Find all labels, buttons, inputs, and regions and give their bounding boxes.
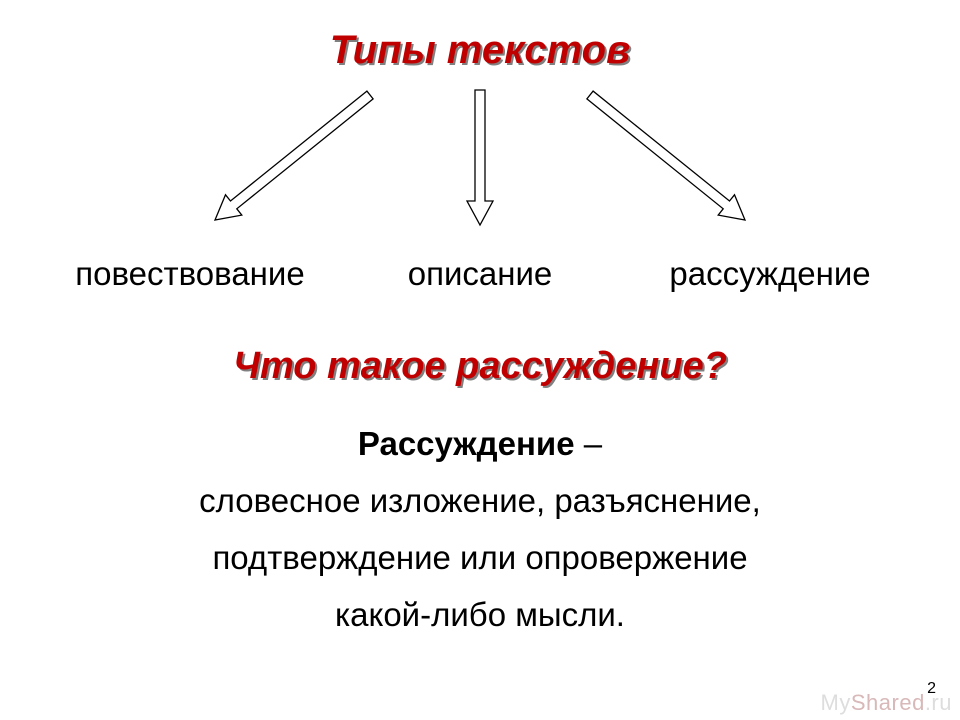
definition-dash: –: [575, 425, 603, 462]
slide: Типы текстов Типы текстов повествование …: [0, 0, 960, 720]
definition-line-2: подтверждение или опровержение: [0, 539, 960, 577]
definition-term: Рассуждение: [358, 425, 575, 462]
definition-term-line: Рассуждение –: [0, 425, 960, 463]
watermark-part-3: .ru: [925, 690, 952, 715]
title-question: Что такое рассуждение?: [0, 345, 960, 388]
category-2: описание: [320, 255, 640, 293]
definition-line-3: какой-либо мысли.: [0, 596, 960, 634]
category-1: повествование: [30, 255, 350, 293]
watermark-part-2: Shared: [851, 690, 925, 715]
definition-line-1: словесное изложение, разъяснение,: [0, 482, 960, 520]
category-3: рассуждение: [610, 255, 930, 293]
watermark-part-1: My: [821, 690, 851, 715]
watermark: MyShared.ru: [821, 690, 952, 716]
